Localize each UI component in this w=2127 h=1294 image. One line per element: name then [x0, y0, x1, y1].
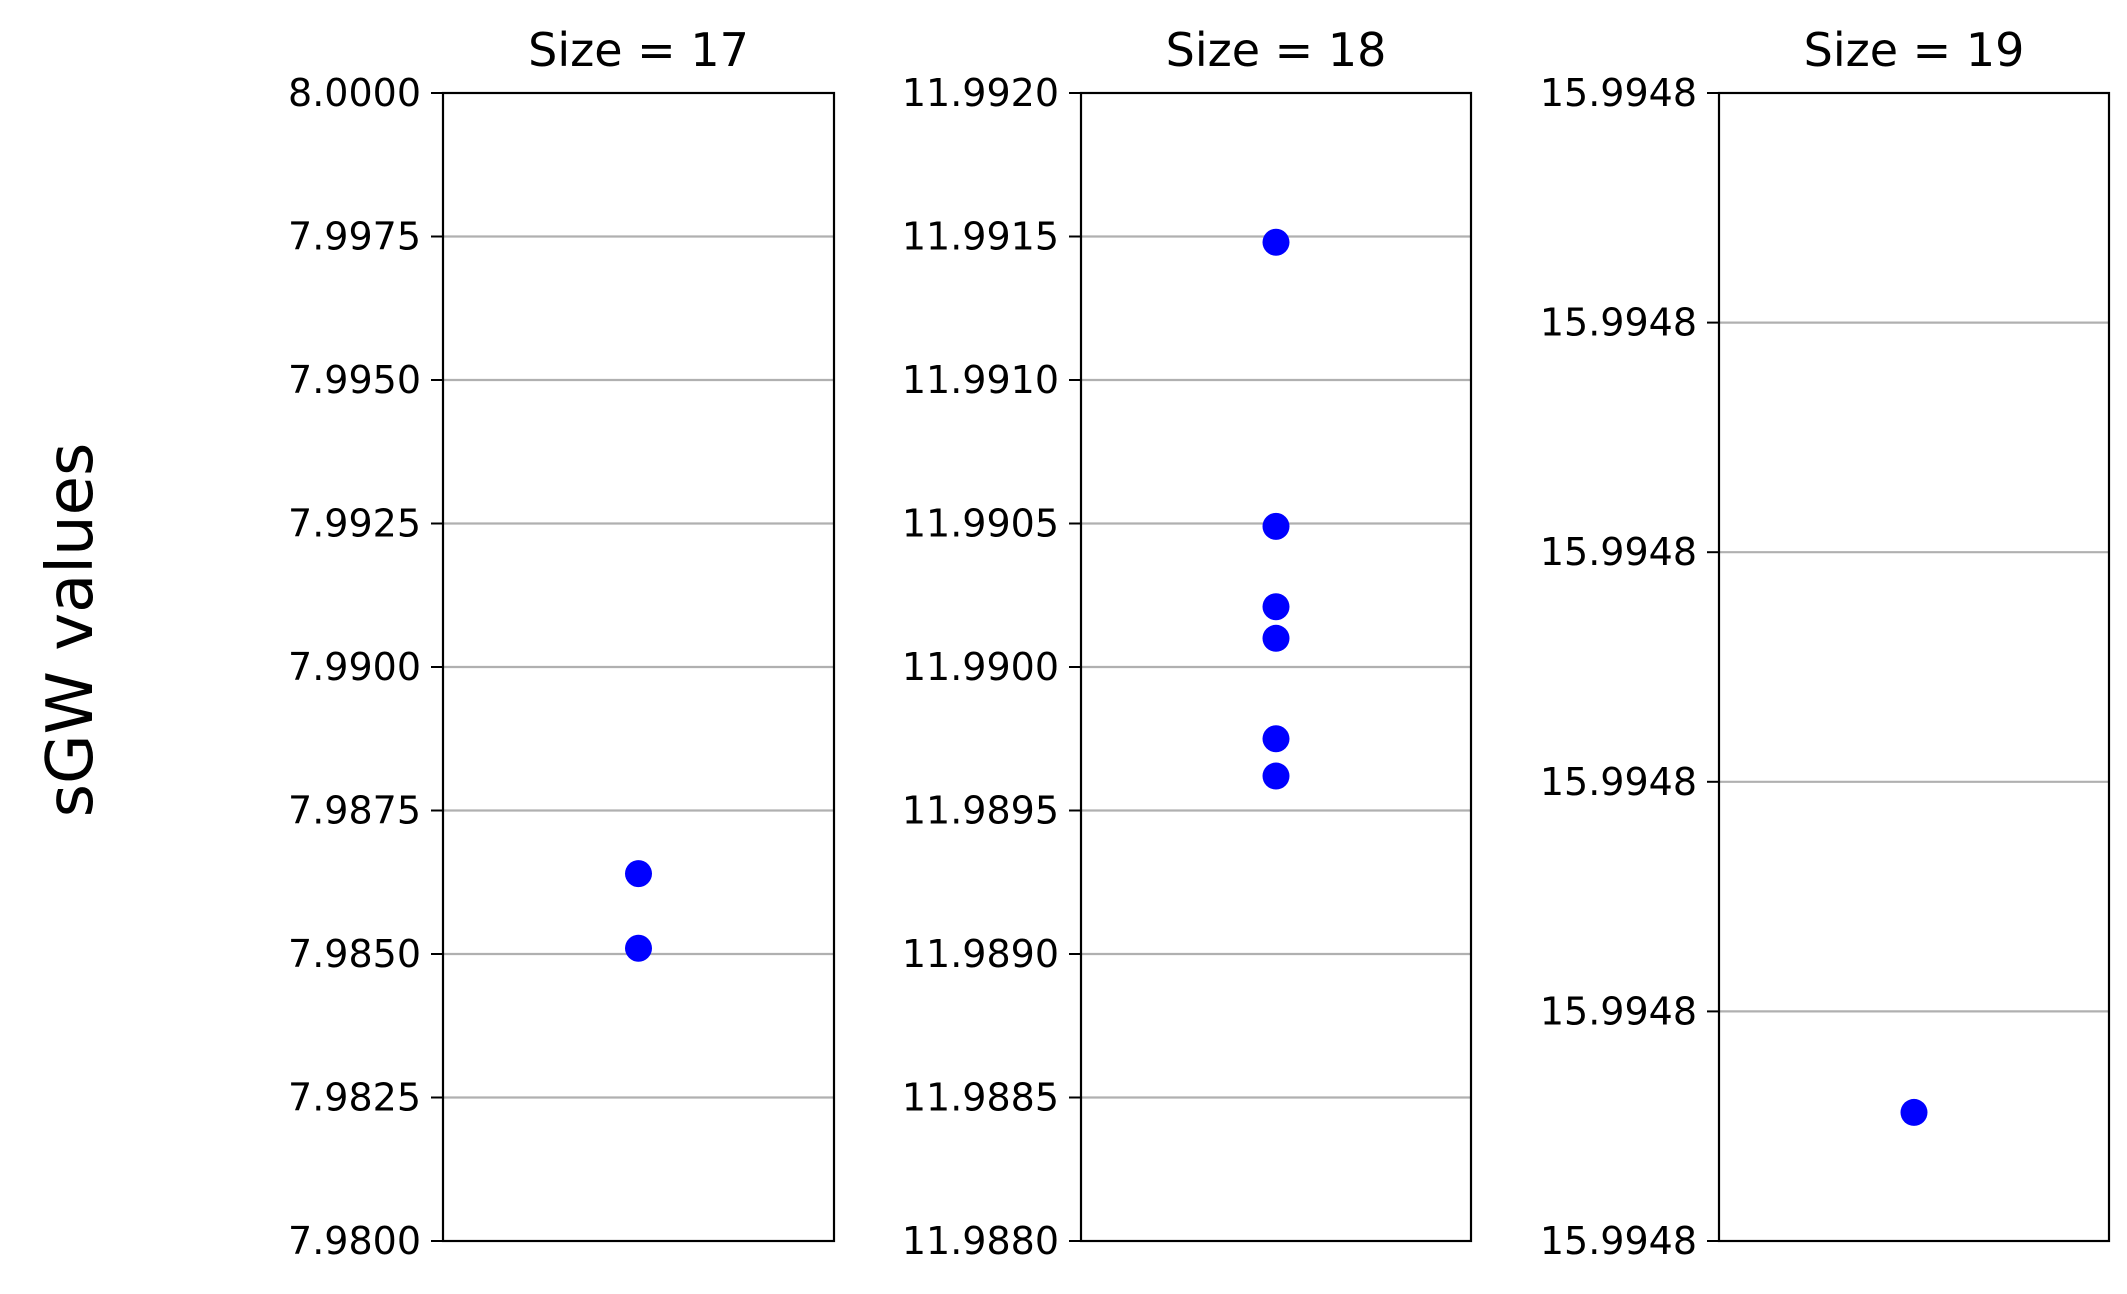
subplot-3: 15.9948 15.9948 15.9948 15.9948 15.9948 15.99… — [1540, 23, 2111, 1263]
y-tick-label: 11.9905 — [902, 502, 1059, 546]
subplot-1: 7.9800 7.9825 7.9850 7.9875 7.9900 7.9925 7.99… — [288, 23, 836, 1263]
y-tick-label: 15.9948 — [1540, 989, 1697, 1033]
y-tick-label: 11.9880 — [902, 1219, 1059, 1263]
data-point — [1262, 593, 1290, 621]
axes-frame — [1717, 91, 2111, 1243]
y-tick-label: 15.9948 — [1540, 1219, 1697, 1263]
y-tick-label: 7.9875 — [288, 789, 421, 833]
y-tick-label: 15.9948 — [1540, 301, 1697, 345]
subplot-title: Size = 18 — [1166, 23, 1387, 77]
data-point — [1262, 624, 1290, 652]
data-point — [1262, 725, 1290, 753]
y-tick-label: 11.9910 — [902, 358, 1059, 402]
y-tick-label: 8.0000 — [288, 71, 421, 115]
y-tick-label: 15.9948 — [1540, 530, 1697, 574]
y-tick-label: 7.9800 — [288, 1219, 421, 1263]
y-tick-label: 7.9900 — [288, 645, 421, 689]
data-point — [625, 860, 652, 888]
y-tick-label: 11.9890 — [902, 932, 1059, 976]
subplot-title: Size = 17 — [528, 23, 749, 77]
axes-frame — [1079, 91, 1473, 1243]
data-point — [625, 934, 652, 962]
data-point — [1262, 762, 1290, 790]
y-tick-label: 15.9948 — [1540, 71, 1697, 115]
subplot-title: Size = 19 — [1804, 23, 2025, 77]
y-tick-label: 7.9950 — [288, 358, 421, 402]
y-axis-label: sGW values — [34, 443, 108, 818]
data-point — [1900, 1098, 1928, 1126]
y-tick-label: 7.9850 — [288, 932, 421, 976]
y-tick-label: 11.9920 — [902, 71, 1059, 115]
axes-frame — [441, 91, 836, 1243]
y-tick-label: 15.9948 — [1540, 760, 1697, 804]
subplot-2: 11.9880 11.9885 11.9890 11.9895 11.9900 11.99… — [902, 23, 1473, 1263]
data-point — [1262, 512, 1290, 540]
y-tick-label: 7.9925 — [288, 502, 421, 546]
y-tick-label: 11.9895 — [902, 789, 1059, 833]
subplots: 7.9800 7.9825 7.9850 7.9875 7.9900 7.9925 7.99… — [288, 23, 2111, 1263]
y-tick-label: 11.9915 — [902, 215, 1059, 259]
y-tick-label: 11.9900 — [902, 645, 1059, 689]
data-point — [1262, 228, 1290, 256]
y-tick-label: 7.9975 — [288, 215, 421, 259]
y-tick-label: 11.9885 — [902, 1076, 1059, 1120]
y-tick-label: 7.9825 — [288, 1076, 421, 1120]
